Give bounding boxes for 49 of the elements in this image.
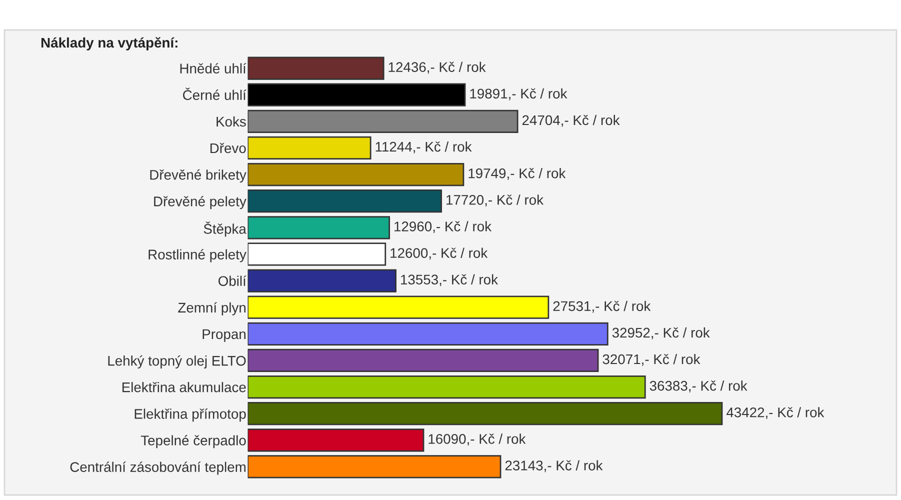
data-label: 24704,- Kč / rok	[522, 114, 620, 127]
bar	[248, 56, 384, 80]
data-label: 13553,- Kč / rok	[401, 274, 498, 286]
data-label: 23143,- Kč / rok	[505, 460, 603, 472]
y-tick-label: Rostlinné pelety	[148, 249, 246, 262]
y-tick-label: Obilí	[218, 276, 246, 286]
bar	[248, 83, 466, 106]
bar	[248, 110, 518, 133]
data-label: 11244,- Kč / rok	[376, 141, 472, 154]
text: Náklady na vytápění:	[41, 37, 178, 50]
bar	[248, 269, 396, 292]
bar	[248, 296, 550, 319]
bar	[248, 242, 386, 266]
y-tick-label: Centrální zásobování teplem	[70, 462, 246, 475]
y-tick-label: Hnědé uhlí	[180, 63, 246, 74]
bar	[248, 190, 442, 213]
y-tick-label: Propan	[202, 329, 246, 342]
y-tick-label: Lehký topný olej ELTO	[108, 355, 246, 368]
data-label: 12600,- Kč / rok	[390, 248, 488, 260]
y-tick-label: Elektřina akumulace	[122, 382, 246, 392]
bar	[248, 322, 608, 346]
bar	[248, 162, 464, 186]
data-label: 36383,- Kč / rok	[650, 380, 748, 392]
data-label: 12960,- Kč / rok	[394, 221, 492, 234]
data-label: 16090,- Kč / rok	[428, 434, 526, 446]
bar	[248, 428, 424, 452]
data-label: 27531,- Kč / rok	[553, 300, 651, 313]
y-tick-label: Dřevěné brikety	[150, 169, 246, 183]
bar	[248, 375, 646, 399]
data-label: 32071,- Kč / rok	[602, 354, 700, 366]
data-label: 12436,- Kč / rok	[388, 62, 486, 74]
y-tick-label: Zemní plyn	[178, 302, 246, 316]
y-tick-label: Dřevo	[210, 142, 246, 154]
data-label: 32952,- Kč / rok	[612, 327, 710, 340]
data-label: 19891,- Kč / rok	[470, 88, 568, 100]
bar	[248, 455, 502, 478]
y-tick-label: Elektřina přímotop	[134, 408, 246, 422]
y-tick-label: Černé uhlí	[183, 88, 246, 100]
data-label: 43422,- Kč / rok	[726, 407, 824, 419]
bar	[248, 348, 599, 372]
bar	[248, 402, 723, 426]
y-tick-label: Tepelné čerpadlo	[140, 435, 246, 448]
bar	[248, 136, 372, 160]
y-tick-label: Koks	[216, 116, 246, 127]
data-label: 19749,- Kč / rok	[468, 168, 566, 180]
y-tick-label: Štěpka	[204, 222, 246, 237]
data-label: 17720,- Kč / rok	[446, 194, 544, 206]
bar	[248, 216, 390, 240]
y-tick-label: Dřevěné pelety	[154, 196, 246, 210]
